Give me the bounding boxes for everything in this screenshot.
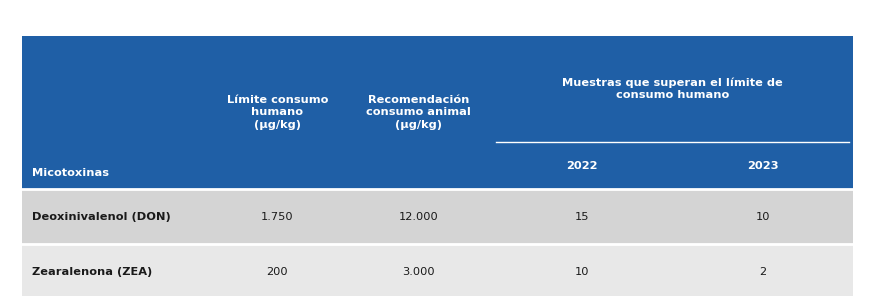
Text: 200: 200 [267, 267, 288, 276]
Bar [22, 189, 853, 244]
Text: Deoxinivalenol (DON): Deoxinivalenol (DON) [32, 212, 172, 222]
Text: 2: 2 [760, 267, 766, 276]
Bar [22, 36, 209, 189]
Bar [346, 36, 492, 189]
Text: 3.000: 3.000 [402, 267, 435, 276]
Text: 2023: 2023 [747, 161, 779, 171]
Text: 2022: 2022 [566, 161, 598, 171]
Text: Zearalenona (ZEA): Zearalenona (ZEA) [32, 267, 152, 276]
Bar [672, 142, 853, 189]
Bar [209, 36, 346, 189]
Text: Recomendación
consumo animal
(μg/kg): Recomendación consumo animal (μg/kg) [367, 95, 472, 130]
Bar [492, 142, 672, 189]
Text: 15: 15 [575, 212, 589, 222]
Text: 1.750: 1.750 [261, 212, 294, 222]
Text: 12.000: 12.000 [399, 212, 438, 222]
Bar [492, 36, 853, 142]
Text: Límite consumo
humano
(μg/kg): Límite consumo humano (μg/kg) [227, 95, 328, 130]
Text: Muestras que superan el límite de
consumo humano: Muestras que superan el límite de consum… [562, 77, 783, 100]
Text: 10: 10 [755, 212, 770, 222]
Bar [22, 244, 853, 296]
Text: 10: 10 [575, 267, 589, 276]
Text: Micotoxinas: Micotoxinas [32, 168, 109, 178]
